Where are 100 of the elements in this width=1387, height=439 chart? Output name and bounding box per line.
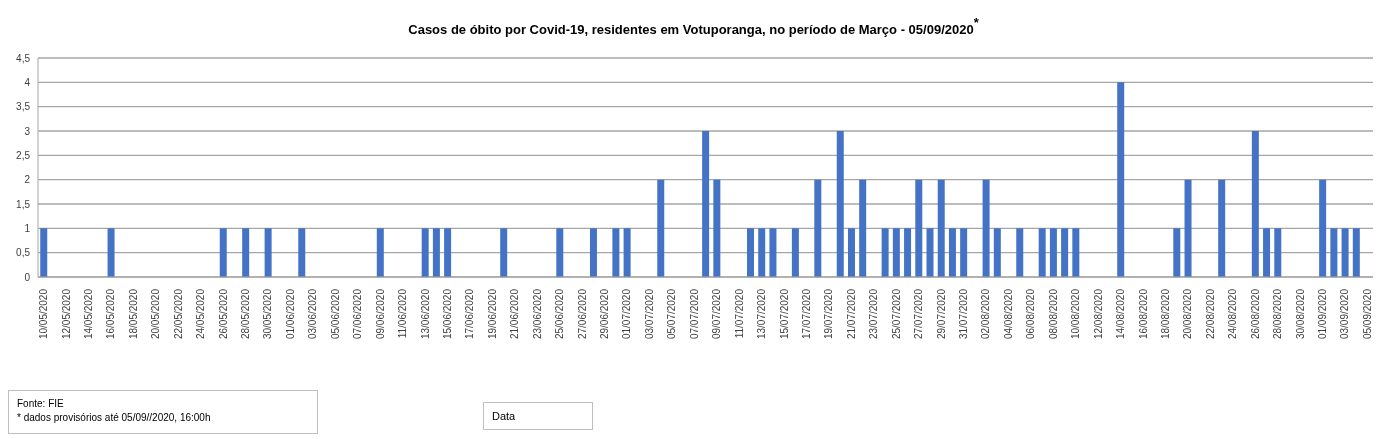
x-tick-label: 12/08/2020 bbox=[1092, 288, 1104, 340]
bar bbox=[432, 228, 440, 277]
x-tick-label: 16/05/2020 bbox=[105, 288, 117, 340]
x-tick-label: 23/07/2020 bbox=[868, 288, 880, 340]
x-tick-label: 05/09/2020 bbox=[1361, 288, 1373, 340]
x-tick-label: 11/07/2020 bbox=[733, 288, 745, 339]
bar bbox=[937, 179, 945, 277]
bar bbox=[657, 179, 665, 277]
x-tick-label: 11/06/2020 bbox=[397, 288, 409, 339]
bar bbox=[747, 228, 755, 277]
bar bbox=[1117, 82, 1125, 277]
y-tick-label: 0 bbox=[24, 271, 31, 283]
bar bbox=[1061, 228, 1069, 277]
x-tick-label: 03/06/2020 bbox=[307, 288, 319, 340]
x-tick-label: 03/09/2020 bbox=[1339, 288, 1351, 340]
bar bbox=[264, 228, 272, 277]
bar bbox=[1274, 228, 1282, 277]
bar bbox=[892, 228, 900, 277]
x-tick-label: 22/05/2020 bbox=[172, 288, 184, 340]
bar bbox=[444, 228, 452, 277]
x-tick-label: 23/06/2020 bbox=[531, 288, 543, 340]
y-tick-label: 2,5 bbox=[16, 149, 31, 161]
y-tick-label: 1 bbox=[24, 222, 31, 234]
x-tick-label: 27/07/2020 bbox=[913, 288, 925, 340]
x-tick-label: 24/08/2020 bbox=[1227, 288, 1239, 340]
x-tick-label: 08/08/2020 bbox=[1047, 288, 1059, 340]
bar bbox=[836, 131, 844, 277]
x-tick-label: 13/06/2020 bbox=[419, 288, 431, 340]
x-tick-label: 18/05/2020 bbox=[127, 288, 139, 340]
bar bbox=[982, 179, 990, 277]
x-tick-label: 19/07/2020 bbox=[823, 288, 835, 340]
bar bbox=[1319, 179, 1327, 277]
bar bbox=[1251, 131, 1259, 277]
x-tick-label: 24/05/2020 bbox=[195, 288, 207, 340]
bar bbox=[1341, 228, 1349, 277]
x-tick-label: 06/08/2020 bbox=[1025, 288, 1037, 340]
bar bbox=[1330, 228, 1338, 277]
bar bbox=[713, 179, 721, 277]
y-tick-label: 4 bbox=[24, 76, 31, 88]
x-tick-label: 25/07/2020 bbox=[890, 288, 902, 340]
bar bbox=[1016, 228, 1024, 277]
y-tick-label: 3,5 bbox=[16, 101, 31, 113]
bar bbox=[948, 228, 956, 277]
bar bbox=[1173, 228, 1181, 277]
bar bbox=[623, 228, 631, 277]
x-tick-label: 10/05/2020 bbox=[38, 288, 50, 340]
bar bbox=[421, 228, 429, 277]
x-tick-label: 14/08/2020 bbox=[1115, 288, 1127, 340]
x-tick-label: 28/05/2020 bbox=[240, 288, 252, 340]
x-tick-label: 02/08/2020 bbox=[980, 288, 992, 340]
bar bbox=[791, 228, 799, 277]
bar bbox=[769, 228, 777, 277]
x-tick-label: 30/08/2020 bbox=[1294, 288, 1306, 340]
x-tick-label: 01/09/2020 bbox=[1317, 288, 1329, 340]
bar bbox=[904, 228, 912, 277]
x-tick-label: 21/06/2020 bbox=[509, 288, 521, 340]
x-tick-label: 12/05/2020 bbox=[60, 288, 72, 340]
bar bbox=[107, 228, 115, 277]
x-tick-label: 21/07/2020 bbox=[845, 288, 857, 340]
x-tick-label: 01/07/2020 bbox=[621, 288, 633, 340]
x-tick-label: 07/06/2020 bbox=[352, 288, 364, 340]
y-tick-label: 1,5 bbox=[16, 198, 31, 210]
x-tick-label: 19/06/2020 bbox=[486, 288, 498, 340]
bar bbox=[926, 228, 934, 277]
x-tick-label: 28/08/2020 bbox=[1272, 288, 1284, 340]
x-tick-label: 13/07/2020 bbox=[756, 288, 768, 340]
bar bbox=[847, 228, 855, 277]
x-tick-label: 20/08/2020 bbox=[1182, 288, 1194, 340]
x-tick-label: 07/07/2020 bbox=[688, 288, 700, 340]
bar bbox=[960, 228, 968, 277]
bar bbox=[1184, 179, 1192, 277]
bar bbox=[1072, 228, 1080, 277]
bar bbox=[915, 179, 923, 277]
x-tick-label: 20/05/2020 bbox=[150, 288, 162, 340]
bar bbox=[814, 179, 822, 277]
y-tick-label: 0,5 bbox=[16, 247, 31, 259]
bar bbox=[702, 131, 710, 277]
x-tick-label: 04/08/2020 bbox=[1002, 288, 1014, 340]
bar bbox=[242, 228, 250, 277]
bar bbox=[993, 228, 1001, 277]
x-tick-label: 29/07/2020 bbox=[935, 288, 947, 340]
x-tick-label: 25/06/2020 bbox=[554, 288, 566, 340]
bar bbox=[1218, 179, 1226, 277]
bar bbox=[589, 228, 597, 277]
x-tick-label: 31/07/2020 bbox=[958, 288, 970, 340]
bar bbox=[1049, 228, 1057, 277]
x-tick-label: 10/08/2020 bbox=[1070, 288, 1082, 340]
x-tick-label: 29/06/2020 bbox=[599, 288, 611, 340]
x-tick-label: 27/06/2020 bbox=[576, 288, 588, 340]
x-tick-label: 14/05/2020 bbox=[82, 288, 94, 340]
bar bbox=[1263, 228, 1271, 277]
x-tick-label: 09/06/2020 bbox=[374, 288, 386, 340]
bar bbox=[376, 228, 384, 277]
x-tick-label: 01/06/2020 bbox=[284, 288, 296, 340]
y-tick-label: 3 bbox=[24, 125, 31, 137]
x-tick-label: 30/05/2020 bbox=[262, 288, 274, 340]
bar bbox=[612, 228, 620, 277]
x-tick-label: 26/08/2020 bbox=[1249, 288, 1261, 340]
x-tick-label: 15/06/2020 bbox=[441, 288, 453, 340]
x-tick-label: 03/07/2020 bbox=[643, 288, 655, 340]
